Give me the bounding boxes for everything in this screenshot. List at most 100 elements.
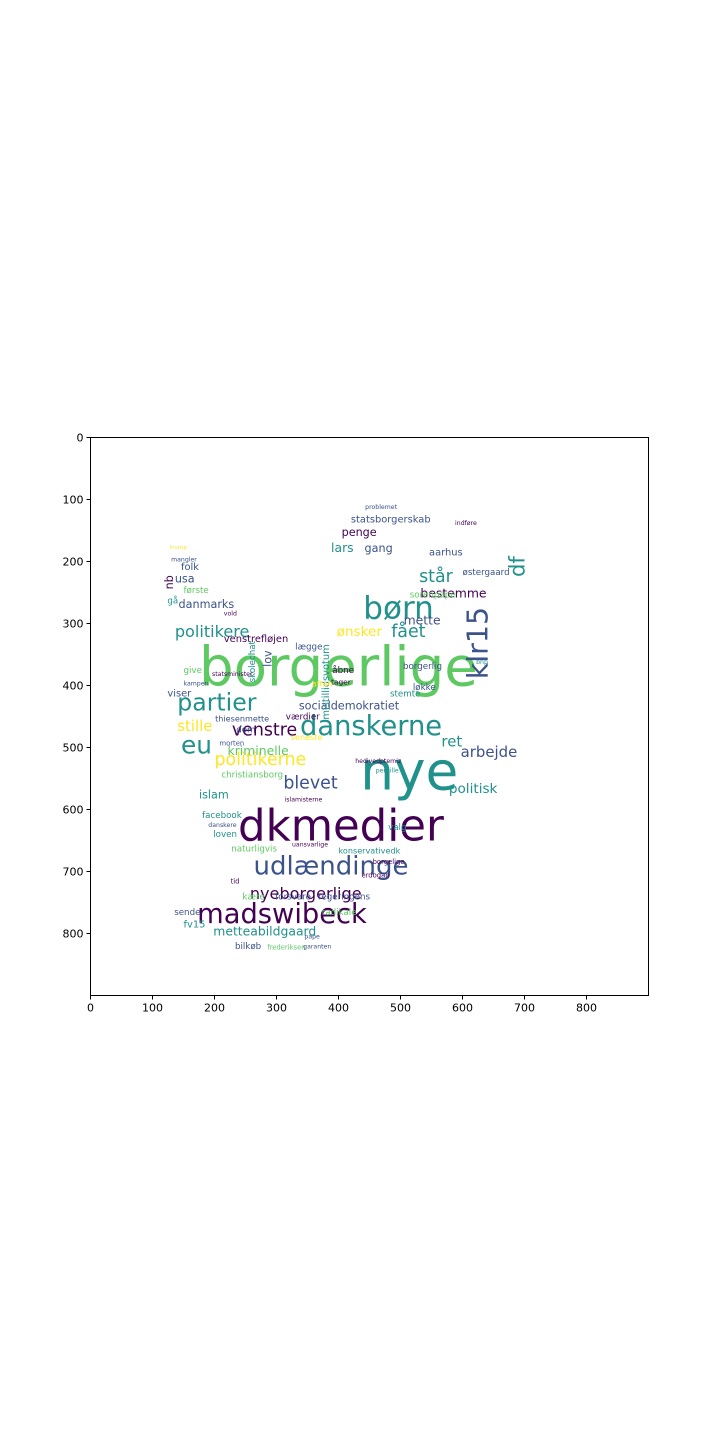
x-tick-label: 400: [328, 1002, 349, 1015]
x-tick-label: 100: [142, 1002, 163, 1015]
word-ret: ret: [441, 732, 462, 750]
x-axis: 0 100 200 300 400 500 600 700 800: [87, 995, 597, 1015]
word-aften: aften: [312, 679, 333, 689]
word-venstre: venstre: [232, 721, 297, 741]
word-første: første: [184, 586, 209, 596]
word-kampen: kampen: [184, 681, 209, 688]
word-fv15: fv15: [184, 919, 206, 930]
word-skolechat: skolechat: [248, 640, 258, 682]
x-tick-label: 700: [514, 1002, 535, 1015]
word-politikerne: politikerne: [215, 750, 307, 770]
y-tick-label: 500: [63, 742, 84, 755]
word-partier: partier: [177, 688, 256, 716]
word-aarhus: aarhus: [429, 547, 463, 558]
x-tick-label: 800: [576, 1002, 597, 1015]
word-madswibeck: madswibeck: [197, 899, 367, 930]
word-df: df: [505, 556, 530, 577]
word-nyeborgerlige: nyeborgerlige: [250, 884, 362, 903]
word-indføre: indføre: [455, 520, 477, 527]
word-børn: børn: [363, 591, 434, 627]
word-danmarks: danmarks: [179, 598, 235, 611]
word-venstrefløjen: venstrefløjen: [224, 634, 288, 645]
word-kære: kære: [242, 892, 264, 902]
word-lægge: lægge: [295, 643, 322, 653]
word-hediyedptemiz: hediyedptemiz: [355, 758, 401, 765]
word-loven: loven: [213, 830, 237, 840]
word-statsminister: statsminister: [212, 671, 253, 678]
word-forsvare: forsvare: [275, 892, 311, 902]
y-tick-label: 100: [63, 494, 84, 507]
word-problemet: problemet: [365, 504, 397, 511]
word-pape: pape: [304, 933, 320, 940]
word-lov: lov: [262, 650, 275, 667]
word-bestemme: bestemme: [420, 585, 486, 600]
word-borgerlige: borgerlige: [199, 635, 478, 699]
word-regeringens: regeringens: [318, 892, 370, 902]
word-valg: valg: [388, 823, 406, 833]
word-nb: nb: [163, 575, 176, 589]
word-trump: trump: [170, 545, 187, 551]
y-axis: 0 100 200 300 400 500 600 700 800: [63, 432, 91, 941]
word-pernille: pernille: [376, 767, 399, 774]
y-tick-label: 700: [63, 866, 84, 879]
word-stille: stille: [177, 717, 212, 735]
word-vold: vold: [224, 610, 237, 617]
x-tick-label: 300: [266, 1002, 287, 1015]
word-lars: lars: [331, 540, 354, 555]
word-kriminelle: kriminelle: [228, 743, 289, 758]
y-tick-label: 200: [63, 556, 84, 569]
word-dom: dom: [236, 726, 255, 736]
word-løkke: løkke: [413, 683, 436, 693]
word-uansvarlige: uansvarlige: [292, 842, 328, 849]
word-garanten: garanten: [303, 943, 331, 950]
word-usa: usa: [175, 573, 195, 586]
word-mette: mette: [404, 613, 441, 628]
word-østergaard: østergaard: [463, 568, 510, 578]
word-ønsker: ønsker: [337, 624, 383, 640]
word-thiesenmette: thiesenmette: [215, 713, 269, 723]
y-tick-label: 600: [63, 804, 84, 817]
word-politisk: politisk: [449, 781, 498, 797]
word-politikere: politikere: [175, 622, 250, 641]
word-islamisterne: islamisterne: [285, 796, 323, 803]
word-statsborgerskab: statsborgerskab: [351, 514, 431, 525]
word-folk: folk: [181, 562, 199, 573]
word-viser: viser: [167, 689, 192, 700]
word-frederiksen: frederiksen: [267, 944, 305, 952]
word-sende: sende: [174, 908, 200, 918]
y-tick-label: 400: [63, 680, 84, 693]
word-penge: penge: [342, 526, 377, 539]
word-danskerne: danskerne: [300, 711, 442, 742]
word-dkmedier: dkmedier: [238, 802, 444, 852]
word-fået: fået: [391, 621, 425, 642]
word-mistillidsvotum: mistillidsvotum: [321, 644, 332, 719]
y-tick-label: 800: [63, 928, 84, 941]
word-værdier: værdier: [286, 713, 320, 723]
x-tick-label: 600: [452, 1002, 473, 1015]
word-mangler: mangler: [171, 557, 197, 564]
word-sorenpape: sorenpape: [410, 590, 456, 600]
word-erdogan: erdogan: [361, 872, 389, 880]
word-eu: eu: [181, 731, 212, 760]
x-tick-label: 0: [87, 1002, 94, 1015]
word-blevet: blevet: [283, 773, 338, 793]
word-åbne: åbne: [332, 665, 354, 676]
word-borgelige: borgelige: [373, 858, 405, 866]
word-nye: nye: [360, 741, 458, 803]
x-tick-label: 500: [390, 1002, 411, 1015]
word-bnp: bnp: [476, 659, 488, 666]
word-metteabildgaard: metteabildgaard: [213, 923, 316, 938]
word-gang: gang: [365, 542, 393, 555]
word-konservativedk: konservativedk: [339, 846, 401, 856]
y-tick-label: 300: [63, 618, 84, 631]
word-islam: islam: [199, 788, 229, 801]
word-give: give: [184, 666, 202, 676]
word-tager: tager: [331, 677, 352, 686]
word-tid: tid: [231, 877, 240, 885]
word-danskere: danskere: [208, 822, 236, 829]
word-facebook: facebook: [202, 811, 242, 821]
word-gå: gå: [167, 596, 178, 607]
